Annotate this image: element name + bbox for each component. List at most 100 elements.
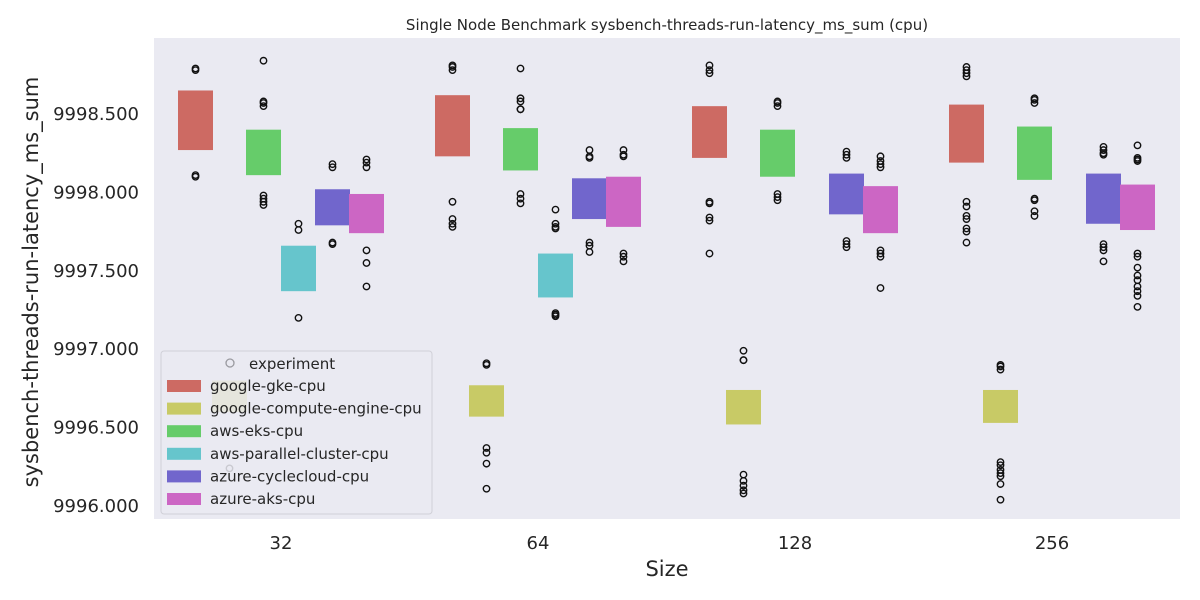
outlier-point bbox=[516, 97, 525, 106]
outlier-point bbox=[551, 205, 560, 214]
box-azure-cyclecloud-cpu-256 bbox=[1086, 173, 1121, 224]
outlier-point bbox=[619, 252, 628, 261]
outlier-point bbox=[516, 94, 525, 103]
outlier-point bbox=[996, 458, 1005, 466]
outlier-point bbox=[1099, 257, 1108, 266]
box-azure-cyclecloud-cpu-64 bbox=[572, 178, 607, 220]
box-azure-aks-cpu-64 bbox=[606, 176, 641, 227]
legend-entry: aws-eks-cpu bbox=[210, 422, 303, 440]
outlier-point bbox=[705, 66, 714, 74]
box-series bbox=[178, 90, 1155, 425]
outlier-point bbox=[259, 56, 268, 65]
outlier-point bbox=[1133, 249, 1142, 258]
outlier-point bbox=[448, 219, 457, 228]
outlier-point bbox=[1099, 243, 1108, 252]
box-google-gke-cpu-32 bbox=[178, 90, 213, 151]
outlier-point bbox=[705, 197, 714, 206]
outlier-point bbox=[259, 99, 268, 107]
outlier-point bbox=[876, 249, 885, 258]
y-tick-label: 9998.500 bbox=[53, 104, 139, 125]
outlier-point bbox=[362, 155, 371, 164]
outlier-point bbox=[482, 459, 491, 468]
box-aws-eks-cpu-64 bbox=[503, 128, 538, 171]
outlier-point bbox=[259, 201, 268, 209]
box-aws-parallel-cluster-cpu-32 bbox=[281, 245, 316, 292]
outlier-point bbox=[448, 222, 457, 231]
outlier-point bbox=[1099, 146, 1108, 154]
legend-entry: azure-aks-cpu bbox=[210, 490, 315, 508]
outlier-point bbox=[585, 154, 594, 162]
box-azure-cyclecloud-cpu-32 bbox=[315, 189, 350, 226]
outlier-point bbox=[996, 365, 1005, 374]
outlier-point bbox=[876, 284, 885, 292]
outlier-point bbox=[773, 196, 782, 205]
outlier-point bbox=[1133, 302, 1142, 311]
outlier-point bbox=[1133, 271, 1142, 280]
outlier-point bbox=[585, 238, 594, 247]
outlier-point bbox=[996, 360, 1005, 369]
outlier-point bbox=[328, 160, 337, 169]
outlier-point bbox=[585, 248, 594, 256]
x-tick-label: 256 bbox=[1035, 533, 1069, 554]
outlier-point bbox=[773, 193, 782, 202]
outlier-point bbox=[1133, 252, 1142, 261]
outlier-point bbox=[773, 99, 782, 107]
outlier-point bbox=[876, 152, 885, 161]
box-google-gke-cpu-256 bbox=[949, 104, 984, 163]
outlier-point bbox=[1133, 291, 1142, 300]
outlier-point bbox=[705, 69, 714, 78]
outlier-point bbox=[962, 215, 971, 223]
y-tick-label: 9997.000 bbox=[53, 339, 139, 360]
legend-entry: azure-cyclecloud-cpu bbox=[210, 467, 369, 485]
box-azure-aks-cpu-256 bbox=[1120, 184, 1155, 231]
box-google-compute-engine-cpu-256 bbox=[983, 389, 1018, 423]
legend-swatch bbox=[167, 470, 201, 483]
outlier-point bbox=[876, 163, 885, 172]
outlier-point bbox=[705, 216, 714, 225]
legend-box bbox=[160, 350, 433, 515]
outlier-point bbox=[842, 150, 851, 159]
y-tick-label: 9997.500 bbox=[53, 261, 139, 282]
outlier-point bbox=[551, 312, 560, 321]
outlier-point bbox=[996, 480, 1005, 488]
outlier-point bbox=[996, 472, 1005, 481]
x-axis: 32 64 128 256 bbox=[270, 533, 1070, 554]
outlier-point bbox=[1099, 246, 1108, 255]
outlier-point bbox=[482, 359, 491, 368]
y-tick-label: 9996.000 bbox=[53, 496, 139, 517]
outlier-point bbox=[1030, 95, 1039, 104]
outlier-point bbox=[516, 194, 525, 203]
outlier-point bbox=[1030, 99, 1039, 107]
legend-swatch bbox=[167, 425, 201, 438]
outlier-point bbox=[962, 224, 971, 233]
outlier-point bbox=[619, 257, 628, 266]
box-google-gke-cpu-128 bbox=[692, 106, 727, 158]
outlier-point bbox=[705, 213, 714, 222]
outlier-point bbox=[996, 469, 1005, 477]
outlier-point bbox=[962, 66, 971, 74]
outlier-point bbox=[362, 163, 371, 172]
outlier-point bbox=[1133, 287, 1142, 296]
box-azure-aks-cpu-128 bbox=[863, 186, 898, 234]
box-aws-eks-cpu-256 bbox=[1017, 126, 1052, 180]
outlier-point bbox=[259, 197, 268, 206]
box-google-gke-cpu-64 bbox=[435, 95, 470, 157]
outlier-point bbox=[516, 199, 525, 208]
outlier-point bbox=[1133, 141, 1142, 150]
outlier-point bbox=[962, 197, 971, 206]
legend-swatch bbox=[167, 447, 201, 460]
chart-title: Single Node Benchmark sysbench-threads-r… bbox=[406, 16, 928, 35]
outlier-point bbox=[619, 152, 628, 161]
outlier-point bbox=[705, 249, 714, 258]
outlier-point bbox=[842, 154, 851, 162]
outlier-point bbox=[328, 163, 337, 172]
outlier-point bbox=[448, 197, 457, 206]
outlier-point bbox=[962, 63, 971, 71]
outlier-point bbox=[739, 489, 748, 498]
box-azure-aks-cpu-32 bbox=[349, 193, 384, 234]
y-axis-label: sysbench-threads-run-latency_ms_sum bbox=[19, 77, 44, 488]
outlier-point bbox=[362, 246, 371, 255]
outlier-point bbox=[259, 102, 268, 111]
outlier-point bbox=[842, 243, 851, 252]
